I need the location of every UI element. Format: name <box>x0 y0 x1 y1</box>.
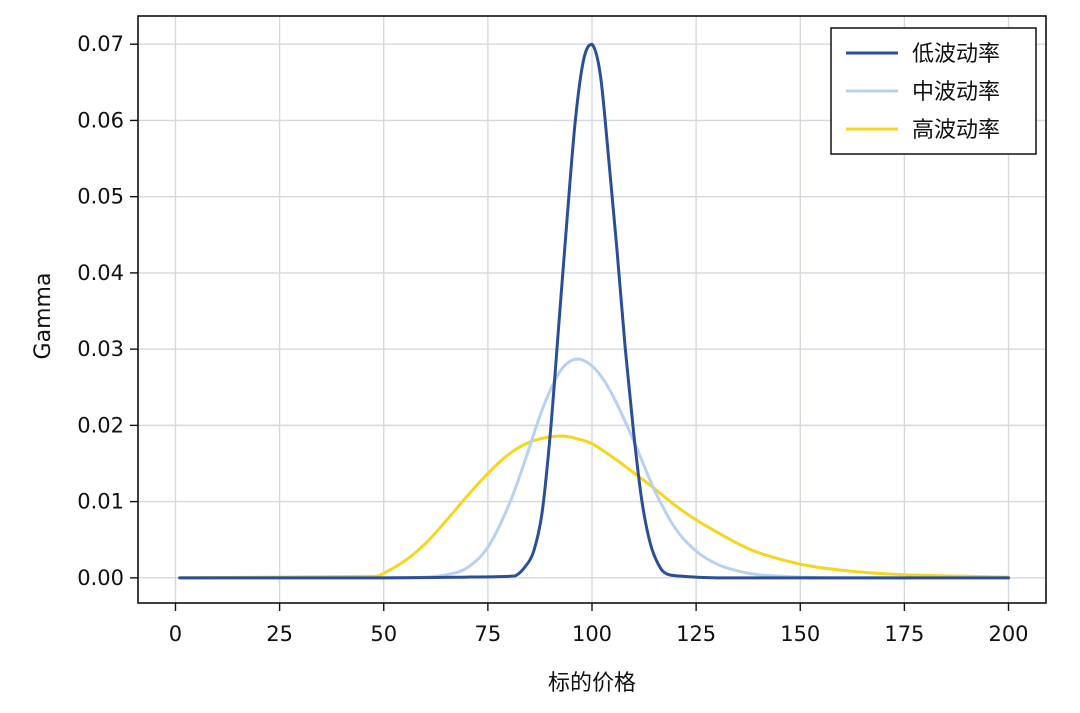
x-axis-label: 标的价格 <box>548 671 636 696</box>
y-tick-label: 0.07 <box>77 32 124 56</box>
legend-label-2: 高波动率 <box>912 118 1000 143</box>
x-tick-label: 0 <box>169 622 182 646</box>
tick-layer: 0 25 50 75 100 125 150 175 200 0.00 0.01 0.02 0.03 0.… <box>77 32 1028 646</box>
series-line-2 <box>178 434 1011 580</box>
legend-label-1: 中波动率 <box>912 80 1000 105</box>
y-tick-label: 0.01 <box>77 490 124 514</box>
y-tick-label: 0.05 <box>77 185 124 209</box>
x-tick-label: 125 <box>676 622 716 646</box>
y-tick-label: 0.00 <box>77 566 124 590</box>
y-tick-label: 0.06 <box>77 108 124 132</box>
y-axis-label: Gamma <box>31 273 56 360</box>
legend-label-0: 低波动率 <box>912 42 1000 67</box>
y-tick-label: 0.03 <box>77 337 124 361</box>
series-line-1 <box>178 357 1011 580</box>
x-tick-label: 150 <box>780 622 820 646</box>
x-tick-label: 75 <box>475 622 502 646</box>
x-tick-label: 25 <box>266 622 293 646</box>
y-tick-label: 0.04 <box>77 261 124 285</box>
x-tick-label: 50 <box>370 622 397 646</box>
series-line-0 <box>178 42 1011 580</box>
x-tick-label: 175 <box>884 622 924 646</box>
series-layer <box>178 42 1011 580</box>
x-tick-label: 200 <box>988 622 1028 646</box>
y-tick-label: 0.02 <box>77 413 124 437</box>
x-tick-label: 100 <box>572 622 612 646</box>
